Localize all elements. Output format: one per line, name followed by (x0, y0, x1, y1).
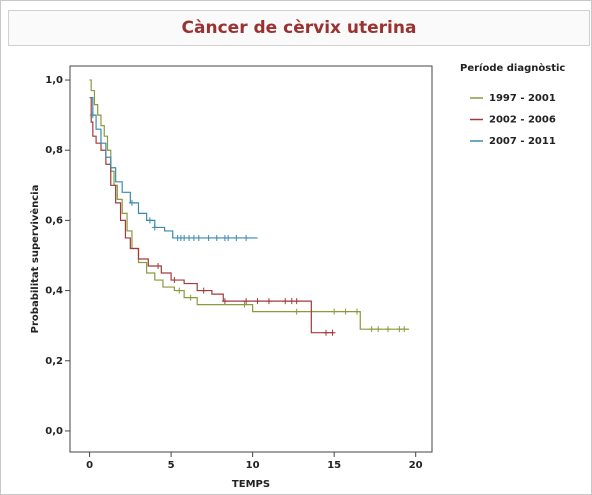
censor-mark (293, 308, 300, 315)
censor-mark (155, 263, 162, 270)
censor-mark (195, 234, 202, 241)
x-tick-label: 0 (86, 460, 93, 471)
censor-mark (254, 298, 261, 305)
censor-mark (401, 326, 408, 333)
y-tick-label: 0,2 (45, 356, 63, 367)
censor-mark (384, 326, 391, 333)
y-tick-label: 1,0 (45, 75, 63, 86)
censor-mark (265, 298, 272, 305)
censor-mark (200, 287, 207, 294)
censor-mark (176, 287, 183, 294)
censor-mark (128, 199, 135, 206)
y-tick-label: 0,8 (45, 145, 63, 156)
censor-mark (243, 298, 250, 305)
censor-mark (293, 298, 300, 305)
legend-label: 1997 - 2001 (489, 93, 556, 104)
y-tick-label: 0,0 (45, 426, 63, 437)
x-tick-label: 5 (168, 460, 175, 471)
censor-mark (353, 308, 360, 315)
censor-mark (225, 234, 232, 241)
censor-mark (171, 277, 178, 284)
y-axis-label: Probabilitat supervivència (29, 185, 41, 334)
survival-curve (89, 96, 258, 239)
censor-mark (205, 234, 212, 241)
chart-title: Càncer de cèrvix uterina (8, 10, 590, 46)
censor-mark (187, 294, 194, 301)
censor-mark (368, 326, 375, 333)
x-tick-label: 10 (246, 460, 260, 471)
censor-mark (221, 298, 228, 305)
x-tick-label: 15 (327, 460, 341, 471)
censor-mark (89, 112, 96, 119)
plot-frame (69, 65, 433, 453)
survival-curve (89, 79, 410, 330)
censor-mark (241, 301, 248, 308)
censor-mark (329, 329, 336, 336)
censor-mark (243, 234, 250, 241)
censor-mark (331, 308, 338, 315)
censor-mark (146, 217, 153, 224)
censor-mark (213, 234, 220, 241)
censor-mark (342, 308, 349, 315)
legend-title: Període diagnòstic (460, 62, 565, 74)
y-tick-label: 0,6 (45, 215, 63, 226)
censor-mark (233, 234, 240, 241)
x-tick-label: 20 (409, 460, 423, 471)
y-tick-label: 0,4 (45, 286, 63, 297)
legend-label: 2002 - 2006 (489, 115, 556, 126)
censor-mark (323, 329, 330, 336)
censor-mark (282, 298, 289, 305)
x-axis-label: TEMPS (232, 479, 270, 490)
censor-mark (151, 224, 158, 231)
survival-curve (89, 96, 335, 334)
censor-mark (375, 326, 382, 333)
legend-label: 2007 - 2011 (489, 136, 556, 147)
